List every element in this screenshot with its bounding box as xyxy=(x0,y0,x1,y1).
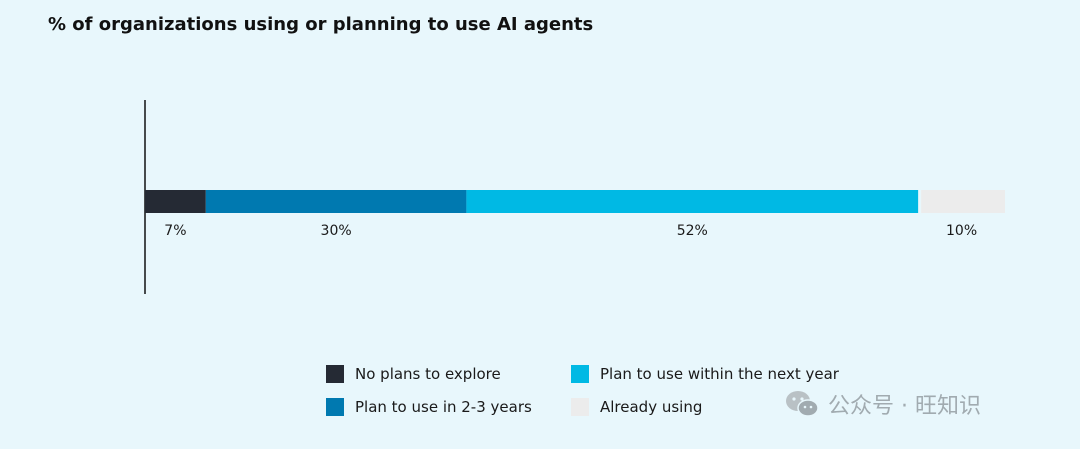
data-label-already-using: 10% xyxy=(946,223,977,239)
legend-label-already-using: Already using xyxy=(600,398,703,416)
bar-segment-plan-to-use-in-2-3-years xyxy=(205,190,467,213)
bar-segments xyxy=(145,190,1005,213)
data-labels: 7% 30% 52% 10% xyxy=(164,223,977,239)
legend-label-no-plans: No plans to explore xyxy=(355,365,501,383)
bar-segment-no-plans-to-explore xyxy=(145,190,206,213)
chart-title: % of organizations using or planning to … xyxy=(48,14,594,35)
legend: No plans to explore Plan to use within t… xyxy=(326,365,851,416)
legend-swatch-next-year xyxy=(571,365,589,383)
legend-item-no-plans: No plans to explore xyxy=(326,365,571,383)
legend-label-2-3-years: Plan to use in 2-3 years xyxy=(355,398,532,416)
bar-segment-already-using xyxy=(921,190,1005,213)
bar-segment-plan-to-use-within-the-next-year xyxy=(466,190,919,213)
wechat-icon xyxy=(786,391,819,417)
legend-item-next-year: Plan to use within the next year xyxy=(571,365,851,383)
data-label-plan-to-use-in-2-3-years: 30% xyxy=(321,223,352,239)
legend-item-already-using: Already using xyxy=(571,398,851,416)
data-label-plan-to-use-within-the-next-year: 52% xyxy=(677,223,708,239)
legend-label-next-year: Plan to use within the next year xyxy=(600,365,839,383)
legend-swatch-already-using xyxy=(571,398,589,416)
data-label-no-plans-to-explore: 7% xyxy=(164,223,186,239)
legend-swatch-no-plans xyxy=(326,365,344,383)
watermark: 公众号 · 旺知识 xyxy=(784,388,981,420)
legend-item-2-3-years: Plan to use in 2-3 years xyxy=(326,398,571,416)
watermark-text: 公众号 · 旺知识 xyxy=(828,394,981,419)
legend-swatch-2-3-years xyxy=(326,398,344,416)
